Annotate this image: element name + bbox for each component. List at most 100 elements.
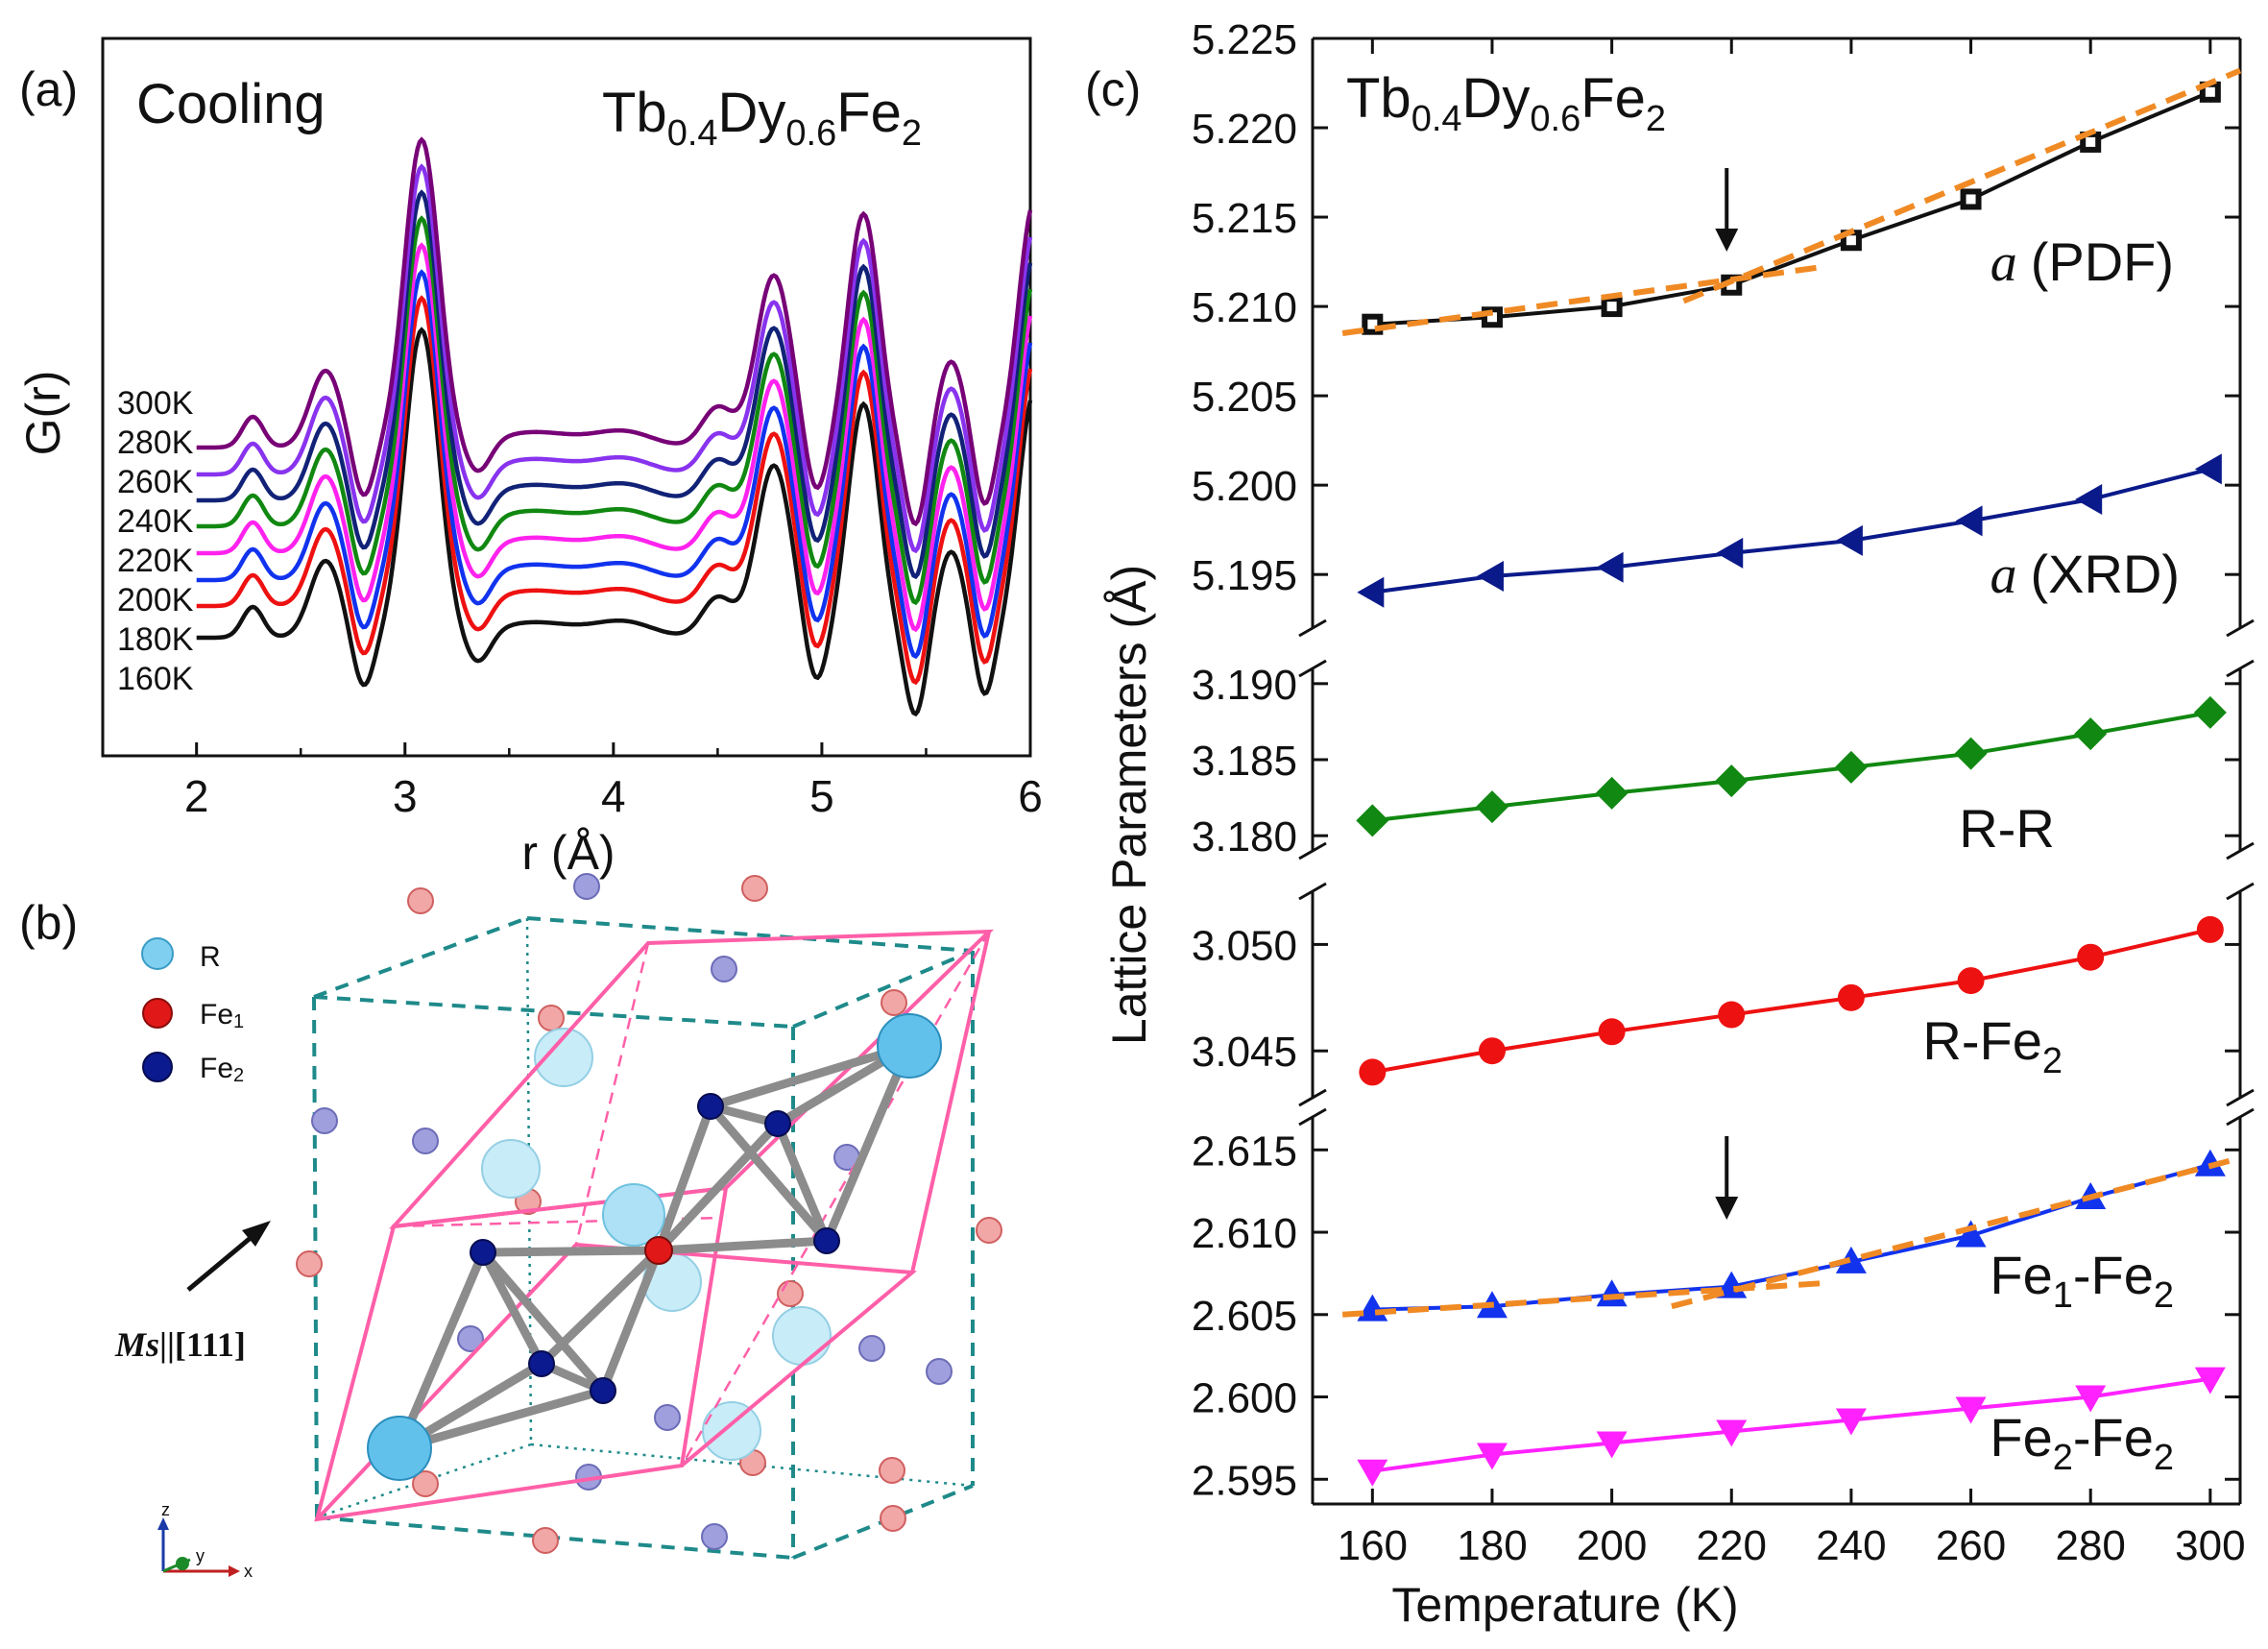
structure-legend: R Fe1 Fe2 [141,937,244,1086]
panel-c-y-tick-label: 2.595 [1192,1457,1297,1504]
data-point [1955,1396,1987,1424]
panel-c-x-tick-label: 220 [1697,1522,1767,1569]
axis-x-label: x [244,1562,253,1581]
panel-c-y-tick-label: 5.210 [1192,284,1297,331]
panel-c-y-tick-label: 2.605 [1192,1293,1297,1340]
panel-c-lattice-chart: (c) Lattice Parameters (Å) Temperature (… [1085,16,2255,1632]
ms-arrow-icon [186,1230,259,1292]
data-point-hollow [2086,136,2096,147]
gr-label-280K: 280K [117,424,194,461]
panel-c-y-tick-label: 3.185 [1192,738,1297,785]
data-point [1835,1408,1867,1436]
data-point [1835,524,1863,556]
data-point [1596,551,1624,583]
panel-c-y-tick-label: 3.050 [1192,922,1297,969]
series-line-2 [1372,710,2211,823]
data-point [1716,1419,1748,1447]
data-point [1835,1246,1867,1273]
data-point [1955,505,1983,537]
data-point-hollow [1606,302,1617,312]
legend-r-label: R [200,941,221,973]
panel-c-y-tick-label: 5.200 [1192,463,1297,510]
panel-b-label: (b) [19,896,78,950]
series-line-5 [1372,1376,2211,1473]
panel-c-series [1341,67,2242,1487]
gr-curve-160K [196,327,1033,717]
panel-c-compound: Tb0.4Dy0.6Fe2 [1346,67,1666,139]
ms-arrowhead-icon [242,1221,271,1247]
panel-c-x-tick-label: 240 [1816,1522,1886,1569]
data-point [2075,1385,2107,1413]
axes-glyph: z y x [157,1500,253,1581]
foreground-atoms [367,1013,942,1481]
gr-label-260K: 260K [117,464,194,500]
gr-curve-200K [196,269,1033,660]
data-point [1954,737,1988,770]
panel-a-x-tick-label: 6 [1018,771,1043,821]
gr-label-180K: 180K [117,621,194,658]
panel-c-y-tick-label: 5.205 [1192,374,1297,421]
panel-c-label: (c) [1085,62,1141,116]
panel-c-y-tick-label: 5.220 [1192,106,1297,153]
data-point [1478,1037,1506,1065]
data-point [1357,1459,1388,1487]
data-point [1834,750,1868,784]
data-point [1476,561,1504,593]
panel-c-x-tick-label: 280 [2055,1522,2125,1569]
panel-c-y-tick-label: 5.225 [1192,16,1297,63]
panel-a-xlabel: r (Å) [521,826,615,880]
panel-c-ylabel: Lattice Parameters (Å) [1102,565,1156,1045]
panel-b-crystal-structure: (b) R Fe1 Fe2 [19,873,1002,1581]
data-point-hollow [1966,194,1976,205]
panel-c-x-tick-label: 260 [1936,1522,2006,1569]
axis-break-mark [1298,659,1327,678]
data-point [1476,1443,1508,1470]
legend-fe2-atom-icon [142,1052,173,1082]
legend-fe1-label: Fe1 [200,999,244,1032]
panel-a-curves [196,136,1033,717]
panel-c-y-tick-label: 2.610 [1192,1210,1297,1257]
fit-line [1682,67,2242,304]
panel-a-label: (a) [19,62,78,116]
data-point [2194,1149,2226,1176]
data-point [2075,484,2103,516]
ms-direction-label: Ms||[111] [114,1325,246,1364]
panel-c-arrows [1715,168,1739,1220]
series-label-r-r: R-R [1959,798,2055,859]
data-point [1359,1058,1387,1086]
data-point [1475,790,1508,824]
data-point [2074,717,2108,751]
data-point [1716,537,1744,569]
data-point-hollow [1726,279,1737,290]
panel-c-x-tick-label: 180 [1457,1522,1527,1569]
data-point [1356,804,1389,837]
series-line-3 [1371,927,2211,1075]
data-point-hollow [2205,86,2215,97]
panel-c-x-tick-label: 200 [1577,1522,1647,1569]
axis-z-label: z [161,1500,170,1519]
axis-break-mark [1298,841,1327,861]
panel-c-y-tick-label: 5.195 [1192,552,1297,599]
axis-break-mark [2226,618,2255,638]
panel-a-x-tick-label: 2 [184,771,209,821]
gr-label-160K: 160K [117,661,194,697]
gr-label-220K: 220K [117,543,194,579]
panel-a-x-tick-label: 5 [809,771,834,821]
series-labels: a (PDF) a (XRD) R-R R-Fe2 Fe1-Fe2 Fe2-Fe2 [1922,231,2180,1478]
panel-a-ylabel: G(r) [16,371,70,456]
series-label-fe2-fe2: Fe2-Fe2 [1990,1407,2174,1478]
data-point [1955,1220,1987,1248]
panel-a-title: Cooling [136,73,326,135]
fit-line [1341,264,1822,336]
axis-break-mark [2226,1107,2255,1127]
panel-c-y-tick-label: 5.215 [1192,195,1297,242]
axis-break-mark [1298,618,1327,638]
gr-curve-300K [196,136,1033,527]
series-label-fe1-fe2: Fe1-Fe2 [1990,1245,2174,1316]
axis-break-mark [2226,1088,2255,1107]
axis-break-mark [1298,1107,1327,1127]
gr-curve-180K [196,295,1033,686]
data-point [1595,776,1629,810]
data-point [1596,1431,1628,1459]
data-point [1837,983,1865,1011]
